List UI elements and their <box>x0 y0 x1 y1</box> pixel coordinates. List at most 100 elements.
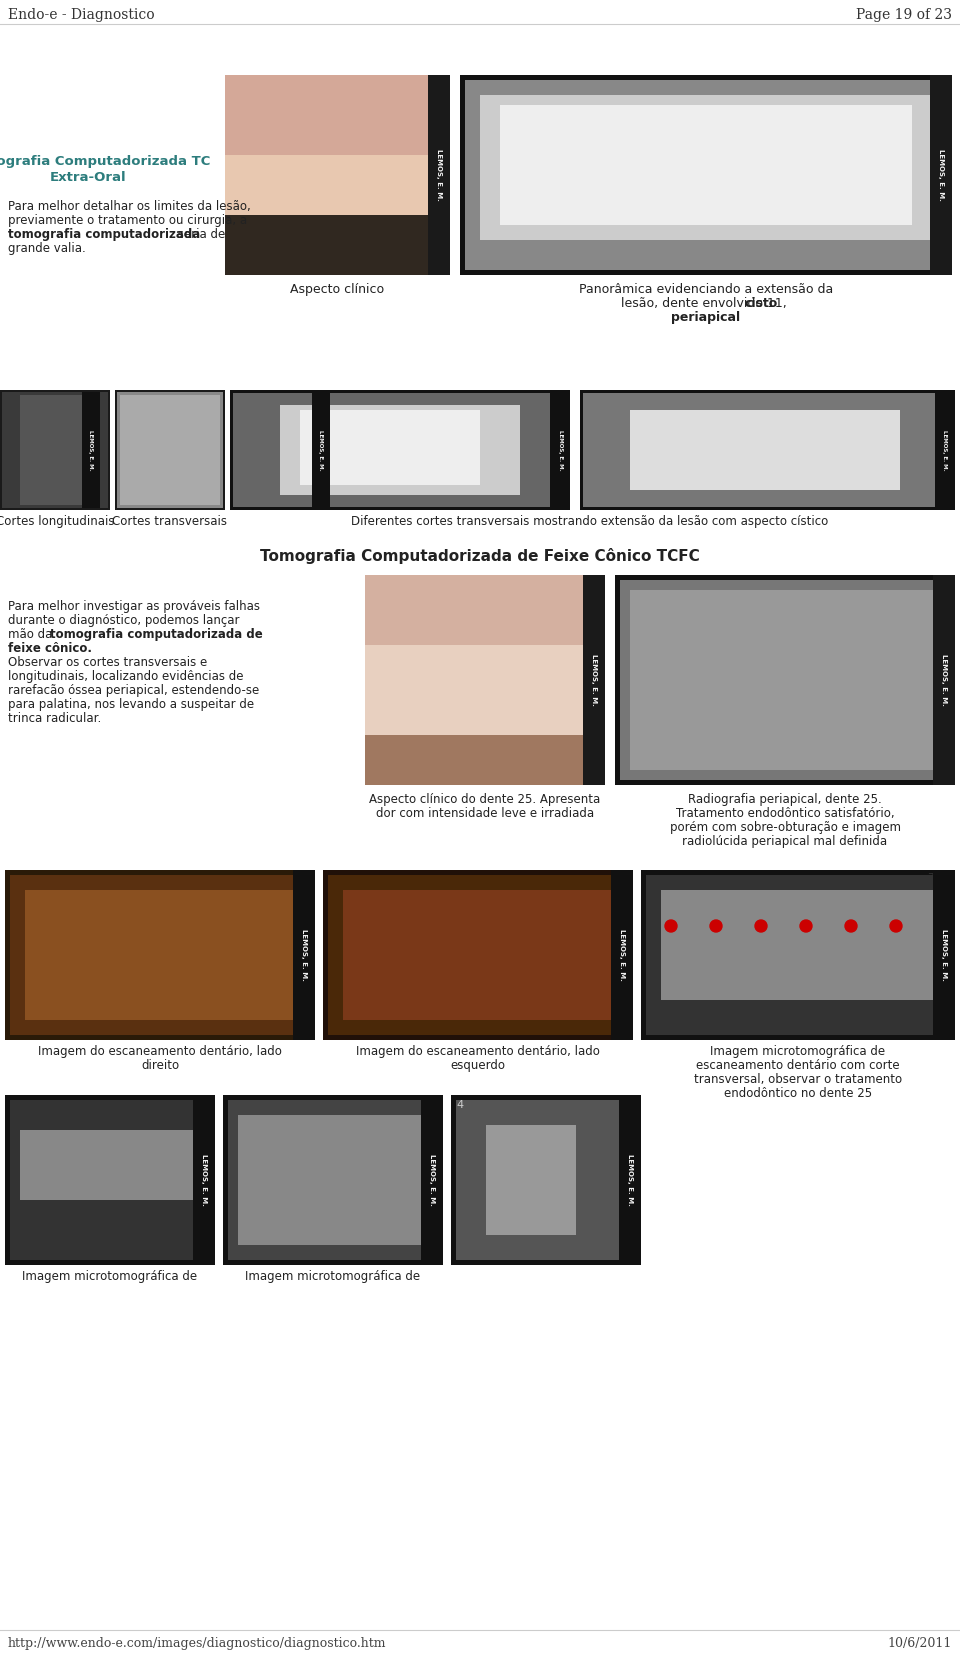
Bar <box>343 889 613 1020</box>
Text: Imagem microtomográfica de: Imagem microtomográfica de <box>710 1045 885 1058</box>
Bar <box>615 575 955 785</box>
Text: Extra-Oral: Extra-Oral <box>50 170 127 183</box>
Text: feixe cônico.: feixe cônico. <box>8 641 92 655</box>
Text: Imagem microtomográfica de: Imagem microtomográfica de <box>246 1270 420 1283</box>
Text: Observar os cortes transversais e: Observar os cortes transversais e <box>8 656 207 669</box>
Text: Radiografia periapical, dente 25.: Radiografia periapical, dente 25. <box>688 793 882 807</box>
Text: Para melhor investigar as prováveis falhas: Para melhor investigar as prováveis falh… <box>8 600 260 613</box>
Bar <box>225 74 450 155</box>
Text: longitudinais, localizando evidências de: longitudinais, localizando evidências de <box>8 669 244 683</box>
Bar <box>500 106 912 225</box>
Text: porém com sobre-obturação e imagem: porém com sobre-obturação e imagem <box>669 822 900 835</box>
Bar <box>10 1099 210 1260</box>
Text: tomografia computadorizada: tomografia computadorizada <box>8 228 201 241</box>
Text: para palatina, nos levando a suspeitar de: para palatina, nos levando a suspeitar d… <box>8 698 254 711</box>
Text: esquerdo: esquerdo <box>450 1060 506 1073</box>
Circle shape <box>890 921 902 932</box>
Bar <box>5 869 315 1040</box>
Text: Para melhor detalhar os limites da lesão,: Para melhor detalhar os limites da lesão… <box>8 200 251 213</box>
Bar <box>0 390 110 511</box>
Text: LEMOS, E. M.: LEMOS, E. M. <box>429 1154 435 1207</box>
Circle shape <box>845 921 857 932</box>
Text: mão da: mão da <box>8 628 56 641</box>
Bar <box>365 575 605 785</box>
Text: Page 19 of 23: Page 19 of 23 <box>856 8 952 21</box>
Text: 10/6/2011: 10/6/2011 <box>888 1636 952 1650</box>
Text: Aspecto clínico do dente 25. Apresenta: Aspecto clínico do dente 25. Apresenta <box>370 793 601 807</box>
Bar <box>312 392 330 507</box>
Text: Tomografia Computadorizada TC: Tomografia Computadorizada TC <box>0 155 210 169</box>
Text: Cortes transversais: Cortes transversais <box>112 516 228 527</box>
Bar <box>120 395 220 506</box>
Bar <box>486 1126 576 1235</box>
Text: LEMOS, E. M.: LEMOS, E. M. <box>436 149 442 202</box>
Bar <box>117 392 223 507</box>
Bar <box>935 392 955 507</box>
Text: dor com intensidade leve e irradiada: dor com intensidade leve e irradiada <box>376 807 594 820</box>
Text: Imagem do escaneamento dentário, lado: Imagem do escaneamento dentário, lado <box>38 1045 282 1058</box>
Bar <box>456 1099 636 1260</box>
Text: LEMOS, E. M.: LEMOS, E. M. <box>943 430 948 471</box>
Text: Aspecto clínico: Aspecto clínico <box>290 283 384 296</box>
Text: trinca radicular.: trinca radicular. <box>8 712 101 726</box>
Text: LEMOS, E. M.: LEMOS, E. M. <box>319 430 324 471</box>
Bar <box>620 580 950 780</box>
Bar <box>2 392 108 507</box>
Bar <box>223 1094 443 1265</box>
Text: LEMOS, E. M.: LEMOS, E. M. <box>941 655 947 706</box>
Text: LEMOS, E. M.: LEMOS, E. M. <box>301 929 307 980</box>
Text: Endo-e - Diagnostico: Endo-e - Diagnostico <box>8 8 155 21</box>
Circle shape <box>665 921 677 932</box>
Bar <box>583 575 605 785</box>
Bar <box>480 94 932 240</box>
Bar <box>328 874 628 1035</box>
Bar <box>280 405 520 494</box>
Text: Imagem microtomográfica de: Imagem microtomográfica de <box>22 1270 198 1283</box>
Bar <box>630 410 900 489</box>
Text: Cortes longitudinais: Cortes longitudinais <box>0 516 114 527</box>
Text: tomografia computadorizada de: tomografia computadorizada de <box>50 628 263 641</box>
Text: Tratamento endodôntico satisfatório,: Tratamento endodôntico satisfatório, <box>676 807 895 820</box>
Text: direito: direito <box>141 1060 180 1073</box>
Text: LEMOS, E. M.: LEMOS, E. M. <box>938 149 944 202</box>
Bar <box>365 575 605 645</box>
Bar <box>550 392 570 507</box>
Bar <box>323 869 633 1040</box>
Text: grande valia.: grande valia. <box>8 241 85 255</box>
Text: 75: 75 <box>927 873 941 883</box>
Bar <box>230 390 570 511</box>
Text: endodôntico no dente 25: endodôntico no dente 25 <box>724 1088 872 1099</box>
Text: Tomografia Computadorizada de Feixe Cônico TCFC: Tomografia Computadorizada de Feixe Côni… <box>260 549 700 564</box>
Text: previamente o tratamento ou cirurgia, a: previamente o tratamento ou cirurgia, a <box>8 213 247 226</box>
Circle shape <box>800 921 812 932</box>
Bar <box>20 395 100 506</box>
Bar <box>365 736 605 785</box>
Bar <box>365 645 605 736</box>
Text: LEMOS, E. M.: LEMOS, E. M. <box>201 1154 207 1207</box>
Text: transversal, observar o tratamento: transversal, observar o tratamento <box>694 1073 902 1086</box>
Bar <box>225 215 450 274</box>
Text: LEMOS, E. M.: LEMOS, E. M. <box>627 1154 633 1207</box>
Bar <box>421 1094 443 1265</box>
Bar <box>933 575 955 785</box>
Text: LEMOS, E. M.: LEMOS, E. M. <box>88 430 93 471</box>
Text: lesão, dente envolvido 11,: lesão, dente envolvido 11, <box>621 298 791 311</box>
Text: LEMOS, E. M.: LEMOS, E. M. <box>619 929 625 980</box>
Text: LEMOS, E. M.: LEMOS, E. M. <box>558 430 563 471</box>
Bar <box>20 1131 200 1200</box>
Bar <box>583 393 952 507</box>
Bar <box>465 79 947 269</box>
Text: durante o diagnóstico, podemos lançar: durante o diagnóstico, podemos lançar <box>8 613 239 626</box>
Bar <box>225 155 450 215</box>
Bar <box>225 74 450 274</box>
Bar <box>619 1094 641 1265</box>
Bar <box>193 1094 215 1265</box>
Bar <box>25 889 295 1020</box>
Text: cisto: cisto <box>744 298 778 311</box>
Bar <box>82 392 100 507</box>
Text: Imagem do escaneamento dentário, lado: Imagem do escaneamento dentário, lado <box>356 1045 600 1058</box>
Bar <box>641 869 955 1040</box>
Bar <box>228 1099 438 1260</box>
Circle shape <box>710 921 722 932</box>
Bar <box>238 1116 428 1245</box>
